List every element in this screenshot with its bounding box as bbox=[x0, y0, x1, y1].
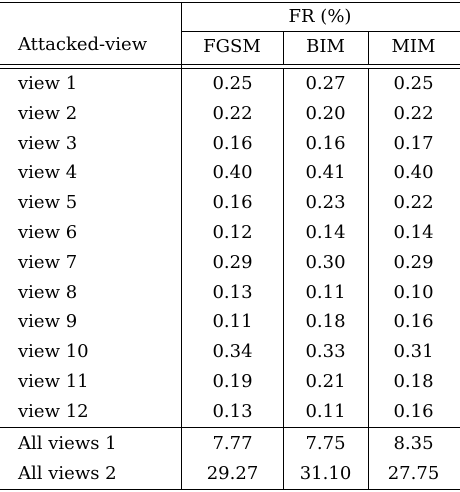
table-row-value-mim: 0.31 bbox=[393, 341, 434, 363]
column-header-bim: BIM bbox=[306, 36, 345, 57]
table-row-value-bim: 0.20 bbox=[305, 102, 346, 124]
table-row-value-mim: 0.29 bbox=[393, 251, 434, 273]
table-row-value-bim: 0.11 bbox=[305, 281, 346, 303]
summary-row-value-mim: 27.75 bbox=[387, 463, 440, 484]
column-header-mim: MIM bbox=[391, 36, 436, 57]
table-row-value-fgsm: 0.25 bbox=[212, 73, 253, 94]
header-rule-lower bbox=[0, 68, 460, 69]
summary-row-value-fgsm: 29.27 bbox=[206, 463, 259, 484]
table-row-label: view 8 bbox=[18, 281, 78, 303]
table-row-value-mim: 0.16 bbox=[393, 311, 434, 333]
header-rule-upper bbox=[0, 64, 460, 65]
summary-row-label: All views 1 bbox=[18, 433, 117, 454]
row-header-label: Attacked-view bbox=[18, 34, 148, 55]
table-row-value-bim: 0.21 bbox=[305, 371, 346, 392]
table-row-value-fgsm: 0.22 bbox=[212, 102, 253, 124]
summary-row-value-bim: 31.10 bbox=[299, 463, 352, 484]
bottom-rule bbox=[0, 489, 460, 490]
table-row-value-fgsm: 0.11 bbox=[212, 311, 253, 333]
header-separator-2 bbox=[368, 31, 369, 65]
table-row-value-fgsm: 0.12 bbox=[212, 222, 253, 243]
table-row-label: view 3 bbox=[18, 132, 78, 154]
table-row-value-bim: 0.16 bbox=[305, 132, 346, 154]
table-row-value-bim: 0.11 bbox=[305, 400, 346, 422]
table-row-value-mim: 0.17 bbox=[393, 132, 434, 154]
column-separator-1 bbox=[283, 68, 284, 490]
summary-row-label: All views 2 bbox=[18, 463, 117, 484]
table-row-value-fgsm: 0.34 bbox=[212, 341, 253, 363]
column-group-label: FR (%) bbox=[288, 6, 352, 27]
table-row-value-fgsm: 0.13 bbox=[212, 281, 253, 303]
table-row-value-fgsm: 0.13 bbox=[212, 400, 253, 422]
table-row-value-bim: 0.27 bbox=[305, 73, 346, 94]
table-row-value-bim: 0.14 bbox=[305, 222, 346, 243]
table-row-label: view 7 bbox=[18, 251, 78, 273]
table-row-value-bim: 0.18 bbox=[305, 311, 346, 333]
table-row-label: view 1 bbox=[18, 73, 78, 94]
summary-row-value-fgsm: 7.77 bbox=[212, 433, 253, 454]
top-rule bbox=[0, 2, 460, 3]
table-row-label: view 11 bbox=[18, 371, 89, 392]
table-row-label: view 12 bbox=[18, 400, 89, 422]
table-row-value-mim: 0.14 bbox=[393, 222, 434, 243]
table-row-label: view 5 bbox=[18, 192, 78, 214]
table-row-label: view 2 bbox=[18, 102, 78, 124]
table-row-value-fgsm: 0.16 bbox=[212, 132, 253, 154]
table-row-value-mim: 0.25 bbox=[393, 73, 434, 94]
table-row-label: view 6 bbox=[18, 222, 78, 243]
table-row-value-mim: 0.22 bbox=[393, 192, 434, 214]
table-row-value-mim: 0.10 bbox=[393, 281, 434, 303]
column-separator-2 bbox=[368, 68, 369, 490]
header-separator-1 bbox=[283, 31, 284, 65]
table-row-value-fgsm: 0.29 bbox=[212, 251, 253, 273]
table-row-value-mim: 0.40 bbox=[393, 162, 434, 184]
table-row-label: view 4 bbox=[18, 162, 78, 184]
table-row-value-fgsm: 0.16 bbox=[212, 192, 253, 214]
group-rule bbox=[182, 31, 460, 32]
table-row-value-bim: 0.33 bbox=[305, 341, 346, 363]
table-row-value-bim: 0.30 bbox=[305, 251, 346, 273]
table-row-label: view 9 bbox=[18, 311, 78, 333]
table-row-value-bim: 0.23 bbox=[305, 192, 346, 214]
table-row-value-fgsm: 0.40 bbox=[212, 162, 253, 184]
table-row-value-bim: 0.41 bbox=[305, 162, 346, 184]
table-row-label: view 10 bbox=[18, 341, 89, 363]
table-row-value-fgsm: 0.19 bbox=[212, 371, 253, 392]
summary-row-value-mim: 8.35 bbox=[393, 433, 434, 454]
summary-row-value-bim: 7.75 bbox=[305, 433, 346, 454]
stub-separator bbox=[181, 2, 182, 490]
table-row-value-mim: 0.18 bbox=[393, 371, 434, 392]
table-row-value-mim: 0.22 bbox=[393, 102, 434, 124]
column-header-fgsm: FGSM bbox=[203, 36, 261, 57]
summary-rule bbox=[0, 427, 460, 428]
table-row-value-mim: 0.16 bbox=[393, 400, 434, 422]
